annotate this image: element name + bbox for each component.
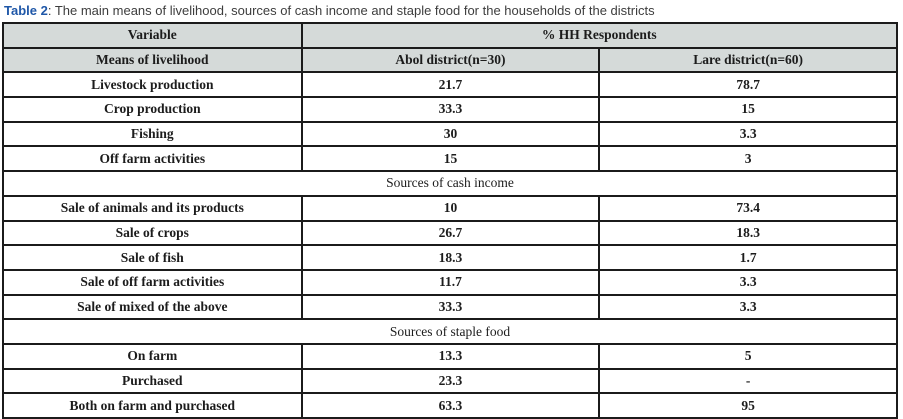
row-label: Sale of crops <box>2 219 303 247</box>
row-label: Off farm activities <box>2 145 303 173</box>
table-row: Sale of off farm activities 11.7 3.3 <box>2 268 898 296</box>
row-label: Sale of animals and its products <box>2 194 303 222</box>
lare-value: 1.7 <box>598 244 898 271</box>
row-label: On farm <box>2 342 303 370</box>
header-hh-respondents: % HH Respondents <box>300 22 899 49</box>
table-header-row-2: Means of livelihood Abol district(n=30) … <box>2 46 898 74</box>
table-row: Purchased 23.3- <box>2 367 898 395</box>
lare-value: 18.3 <box>598 219 898 247</box>
section-heading-row: Sources of cash income <box>2 170 898 197</box>
header-means-of-livelihood: Means of livelihood <box>2 46 303 74</box>
abol-value: 11.7 <box>300 268 601 296</box>
table-header-row-1: Variable % HH Respondents <box>2 22 899 49</box>
row-label: Sale of mixed of the above <box>2 293 303 321</box>
table-row: Sale of crops 26.7 18.3 <box>2 219 898 247</box>
lare-value: 3 <box>598 145 898 173</box>
table-row: Sale of fish 18.3 1.7 <box>2 244 898 271</box>
table-caption-label: Table 2 <box>4 3 48 18</box>
abol-value: 21.7 <box>300 71 601 99</box>
table-row: Crop production 33.3 15 <box>2 96 898 123</box>
table-caption: Table 2: The main means of livelihood, s… <box>4 3 900 18</box>
row-label: Purchased <box>2 367 303 395</box>
abol-value: 23.3 <box>300 367 601 395</box>
table-row: Sale of animals and its products 10 73.4 <box>2 194 898 222</box>
abol-value: 33.3 <box>300 293 601 321</box>
livelihood-table: Variable % HH Respondents Means of livel… <box>2 22 899 419</box>
abol-value: 18.3 <box>300 244 601 271</box>
lare-value: 5 <box>598 342 898 370</box>
lare-value: 3.3 <box>598 268 898 296</box>
row-label: Livestock production <box>2 71 303 99</box>
row-label: Both on farm and purchased <box>2 392 303 419</box>
lare-value: 78.7 <box>598 71 898 99</box>
row-label: Sale of fish <box>2 244 303 271</box>
table-body: Livestock production 21.7 78.7 Crop product… <box>2 71 898 419</box>
abol-value: 63.3 <box>300 392 601 419</box>
lare-value: 3.3 <box>598 293 898 321</box>
lare-value: 15 <box>598 96 898 123</box>
row-label: Sale of off farm activities <box>2 268 303 296</box>
lare-value: 95 <box>598 392 898 419</box>
abol-value: 15 <box>300 145 601 173</box>
table-caption-text: : The main means of livelihood, sources … <box>47 3 655 18</box>
abol-value: 30 <box>300 120 601 148</box>
row-label: Fishing <box>2 120 303 148</box>
table-row: On farm 13.3 5 <box>2 342 898 370</box>
lare-value: 73.4 <box>598 194 898 222</box>
table-row: Fishing 30 3.3 <box>2 120 898 148</box>
abol-value: 26.7 <box>300 219 601 247</box>
abol-value: 10 <box>300 194 601 222</box>
header-variable: Variable <box>2 22 303 49</box>
table-row: Off farm activities 15 3 <box>2 145 898 173</box>
lare-value: 3.3 <box>598 120 898 148</box>
section-heading-row: Sources of staple food <box>2 318 898 345</box>
header-lare-district: Lare district(n=60) <box>598 46 898 74</box>
abol-value: 33.3 <box>300 96 601 123</box>
table-row: Livestock production 21.7 78.7 <box>2 71 898 99</box>
header-abol-district: Abol district(n=30) <box>300 46 601 74</box>
section-heading: Sources of staple food <box>2 318 898 345</box>
section-heading: Sources of cash income <box>2 170 898 197</box>
abol-value: 13.3 <box>300 342 601 370</box>
lare-value: - <box>598 367 898 395</box>
table-row: Both on farm and purchased 63.3 95 <box>2 392 898 419</box>
row-label: Crop production <box>2 96 303 123</box>
table-row: Sale of mixed of the above 33.3 3.3 <box>2 293 898 321</box>
